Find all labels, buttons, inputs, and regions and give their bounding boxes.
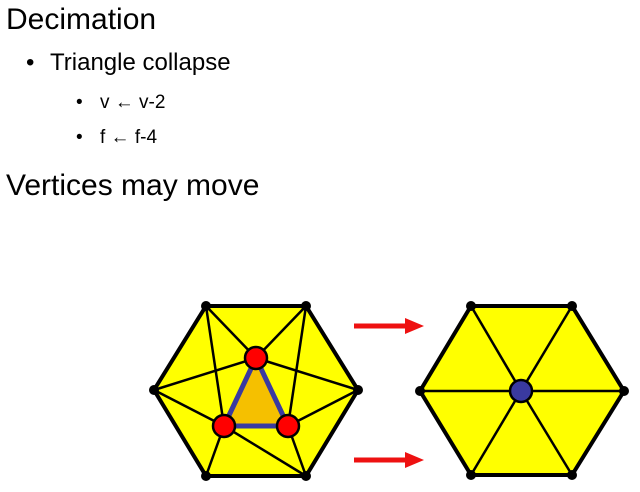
right-arrow-icon — [354, 452, 424, 468]
right-arrow-icon — [354, 318, 424, 334]
subbullet-vertices: • v ← v-2 — [76, 91, 165, 115]
collapsed-vertices — [211, 345, 301, 439]
collapsed-triangle — [221, 355, 291, 429]
outer-vertices — [415, 301, 629, 480]
bullet-dot: • — [26, 49, 35, 76]
subbullet-faces: • f ← f-4 — [76, 126, 157, 150]
subbullet-label: v ← v-2 — [100, 92, 166, 113]
bullet-label: Triangle collapse — [50, 49, 231, 76]
merged-vertex — [508, 378, 534, 404]
outer-vertices — [149, 301, 363, 481]
bullet-dot: • — [76, 92, 83, 113]
heading-vertices-may-move: Vertices may move — [6, 169, 260, 202]
mesh-before — [149, 301, 363, 481]
mesh-edges — [153, 305, 359, 478]
bullet-triangle-collapse: • Triangle collapse — [26, 48, 231, 78]
slide-title: Decimation — [6, 3, 157, 36]
bullet-dot: • — [76, 127, 83, 148]
mesh-after — [415, 301, 629, 480]
mesh-edges — [420, 305, 624, 476]
subbullet-label: f ← f-4 — [100, 127, 158, 148]
